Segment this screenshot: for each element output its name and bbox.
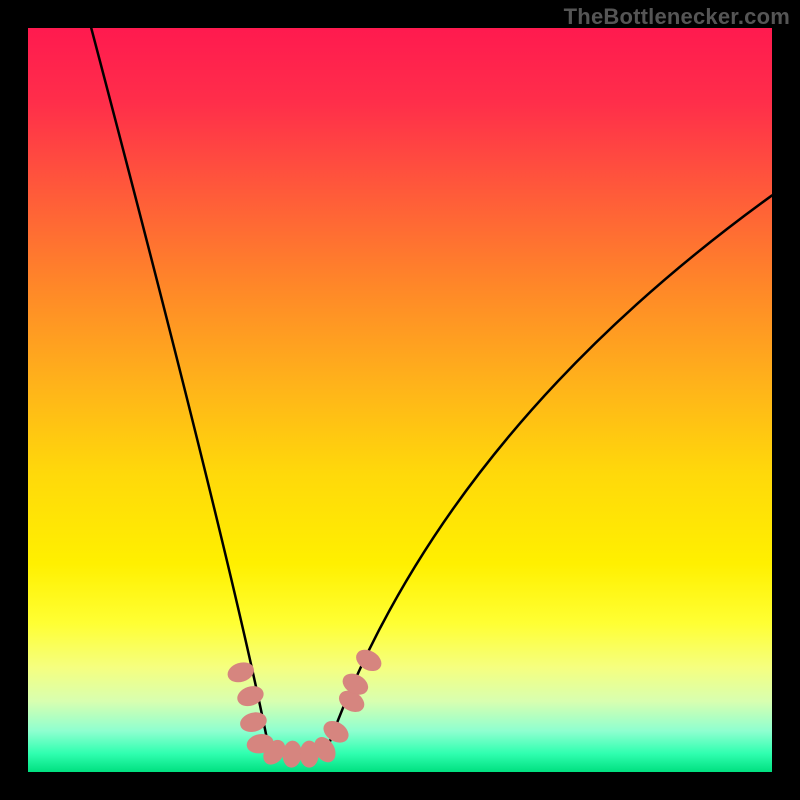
bottleneck-chart <box>0 0 800 800</box>
watermark-text: TheBottlenecker.com <box>564 4 790 30</box>
gradient-background <box>28 28 772 772</box>
chart-frame: TheBottlenecker.com <box>0 0 800 800</box>
